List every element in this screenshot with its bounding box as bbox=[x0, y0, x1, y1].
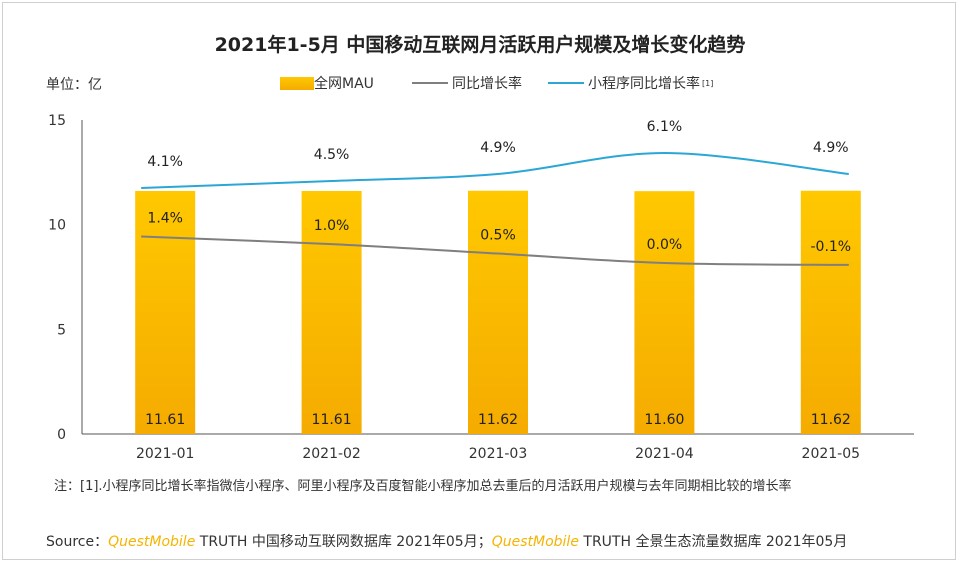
bar bbox=[301, 190, 362, 434]
bar-value-label: 11.62 bbox=[478, 412, 518, 428]
bar-value-label: 11.60 bbox=[644, 412, 684, 428]
yoy-data-label: 0.0% bbox=[647, 237, 683, 253]
legend-item-mau: 全网MAU bbox=[280, 73, 374, 93]
x-tick-label: 2021-01 bbox=[136, 446, 195, 462]
bar bbox=[634, 191, 695, 434]
mini-program-data-label: 4.5% bbox=[314, 147, 350, 163]
x-tick-label: 2021-02 bbox=[302, 446, 361, 462]
source-text-2: TRUTH 全景生态流量数据库 2021年05月 bbox=[578, 534, 848, 550]
mini-program-data-label: 6.1% bbox=[647, 119, 683, 135]
legend-swatch-mini bbox=[548, 82, 584, 84]
bar bbox=[135, 190, 196, 434]
bar-value-label: 11.62 bbox=[811, 412, 851, 428]
bar-value-label: 11.61 bbox=[145, 412, 185, 428]
mini-program-data-label: 4.9% bbox=[480, 140, 516, 156]
source-prefix: Source： bbox=[46, 534, 109, 550]
mini-program-data-label: 4.1% bbox=[147, 154, 183, 170]
legend-label-mau: 全网MAU bbox=[314, 76, 374, 92]
x-tick-label: 2021-03 bbox=[469, 446, 528, 462]
y-tick-label: 15 bbox=[48, 113, 66, 129]
yoy-data-label: 1.0% bbox=[314, 218, 350, 234]
yoy-data-label: -0.1% bbox=[810, 239, 851, 255]
bar bbox=[468, 190, 528, 434]
bar bbox=[800, 190, 861, 434]
brand-logo-text: QuestMobile bbox=[491, 534, 579, 550]
x-tick-label: 2021-04 bbox=[635, 446, 694, 462]
legend-footnote-ref: [1] bbox=[702, 78, 714, 88]
yoy-series-line bbox=[141, 235, 849, 266]
y-tick-label: 10 bbox=[48, 218, 66, 234]
brand-logo-text: QuestMobile bbox=[108, 534, 196, 550]
y-tick-label: 5 bbox=[57, 322, 66, 338]
legend-swatch-mau bbox=[280, 76, 314, 90]
legend-label-yoy: 同比增长率 bbox=[452, 76, 522, 92]
unit-label: 单位：亿 bbox=[46, 77, 102, 93]
mini-program-series-line bbox=[141, 151, 849, 189]
legend-swatch-yoy bbox=[412, 82, 448, 84]
legend-label-mini: 小程序同比增长率 bbox=[588, 76, 700, 92]
source-line: Source：QuestMobile TRUTH 中国移动互联网数据库 2021… bbox=[46, 531, 847, 551]
yoy-data-label: 0.5% bbox=[480, 228, 516, 244]
y-tick-label: 0 bbox=[57, 427, 66, 443]
x-tick-label: 2021-05 bbox=[802, 446, 861, 462]
chart-title: 2021年1-5月 中国移动互联网月活跃用户规模及增长变化趋势 bbox=[214, 34, 746, 56]
bar-value-label: 11.61 bbox=[312, 412, 352, 428]
legend-item-yoy: 同比增长率 bbox=[412, 73, 522, 93]
footnote: 注：[1].小程序同比增长率指微信小程序、阿里小程序及百度智能小程序加总去重后的… bbox=[54, 479, 792, 494]
legend-item-mini: 小程序同比增长率 [1] bbox=[548, 73, 713, 93]
source-text-1: TRUTH 中国移动互联网数据库 2021年05月； bbox=[195, 534, 492, 550]
yoy-data-label: 1.4% bbox=[147, 211, 183, 227]
mini-program-data-label: 4.9% bbox=[813, 140, 849, 156]
